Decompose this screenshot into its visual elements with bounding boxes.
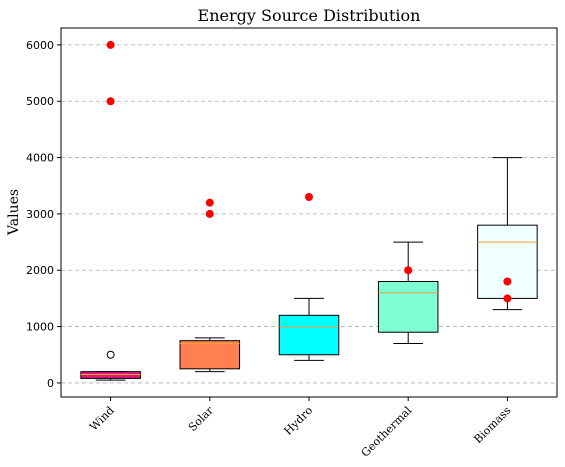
box-geothermal	[377, 241, 439, 344]
outlier-point	[503, 277, 512, 286]
y-tick-label: 1000	[26, 321, 54, 334]
outlier-point	[106, 40, 115, 49]
y-axis-label: Values	[6, 189, 22, 236]
x-tick-label: Wind	[87, 404, 117, 434]
y-tick-label: 3000	[26, 208, 54, 221]
y-tick-label: 5000	[26, 95, 54, 108]
chart-title: Energy Source Distribution	[198, 6, 421, 25]
box-biomass	[477, 157, 538, 311]
y-tick-label: 6000	[26, 39, 54, 52]
outlier-point	[106, 97, 115, 106]
plot-frame	[60, 27, 558, 398]
flier-point	[106, 350, 115, 359]
y-tick-label: 2000	[26, 264, 54, 277]
box-body	[278, 314, 340, 356]
outlier-points	[106, 40, 512, 303]
box-body	[179, 340, 241, 370]
box-wind	[80, 350, 141, 381]
box-series	[80, 157, 538, 381]
box-body	[80, 371, 141, 379]
outlier-point	[503, 294, 512, 303]
outlier-point	[205, 198, 214, 207]
x-tick-label: Geothermal	[359, 404, 415, 460]
outlier-point	[305, 193, 313, 202]
outlier-point	[205, 209, 214, 218]
x-tick-label: Hydro	[281, 404, 315, 438]
x-tick-labels: Wind Solar Hydro Geothermal Biomass	[87, 397, 514, 460]
box-body	[477, 224, 538, 299]
x-tick-label: Biomass	[471, 404, 513, 446]
x-tick-label: Solar	[186, 403, 217, 434]
box-body	[377, 281, 439, 333]
box-solar	[179, 337, 241, 373]
y-tick-label: 4000	[26, 152, 54, 165]
y-tick-labels: 0 1000 2000 3000 4000 5000 6000	[26, 39, 61, 390]
outlier-point	[404, 266, 413, 275]
y-tick-label: 0	[47, 377, 54, 390]
box-hydro	[278, 297, 340, 361]
